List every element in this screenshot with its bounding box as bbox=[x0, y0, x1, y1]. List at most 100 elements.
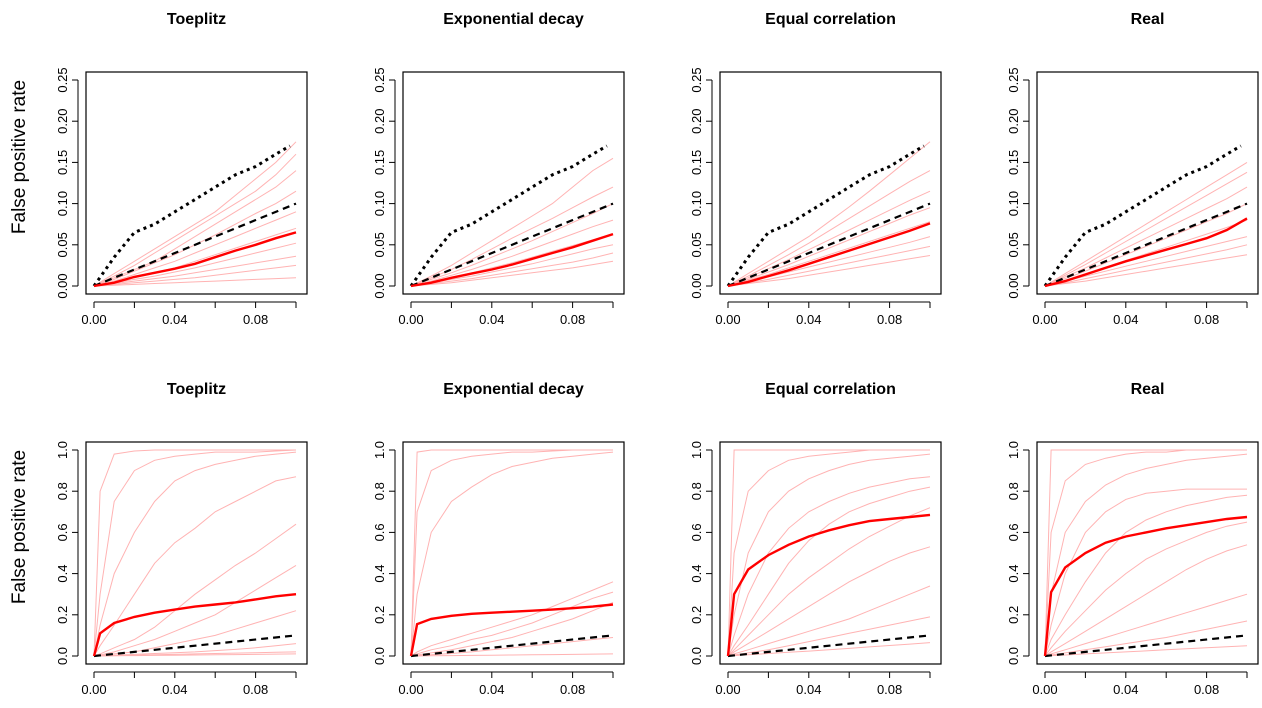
y-tick-label: 1.0 bbox=[372, 441, 387, 459]
panel-series bbox=[92, 449, 297, 658]
y-tick-label: 0.00 bbox=[372, 273, 387, 298]
y-tick-label: 0.8 bbox=[55, 482, 70, 500]
plot-frame bbox=[402, 441, 625, 665]
run-line-1 bbox=[93, 449, 296, 657]
panel-8: Real 0.00 0.04 0.08 0.0 0.2 0.4 0.6 0.8 1.0 bbox=[1006, 381, 1259, 697]
x-tick-label: 0.00 bbox=[715, 682, 740, 697]
mean-line bbox=[1044, 217, 1248, 288]
panel-series bbox=[726, 141, 931, 288]
y-tick-label: 0.15 bbox=[55, 150, 70, 175]
run-line-6 bbox=[1044, 521, 1248, 657]
upper-dotted-line bbox=[726, 144, 925, 287]
panel-series bbox=[1043, 449, 1248, 658]
run-line-1 bbox=[410, 449, 613, 657]
run-line-1 bbox=[93, 141, 297, 287]
y-tick-label: 0.8 bbox=[1006, 482, 1021, 500]
run-line-1 bbox=[727, 141, 931, 287]
x-tick-label: 0.08 bbox=[243, 682, 268, 697]
y-tick-label: 0.15 bbox=[689, 150, 704, 175]
y-tick-label: 0.05 bbox=[55, 232, 70, 257]
panel-series bbox=[409, 449, 614, 658]
y-tick-label: 0.20 bbox=[1006, 109, 1021, 134]
y-tick-label: 0.10 bbox=[1006, 191, 1021, 216]
run-line-8 bbox=[93, 255, 297, 287]
run-line-2 bbox=[727, 170, 931, 287]
x-tick-label: 0.04 bbox=[162, 312, 187, 327]
run-line-7 bbox=[1044, 544, 1248, 657]
run-line-5 bbox=[410, 591, 614, 657]
x-tick-label: 0.04 bbox=[479, 312, 504, 327]
mean-line bbox=[93, 231, 297, 288]
y-tick-label: 0.00 bbox=[55, 273, 70, 298]
reference-dashed-line bbox=[93, 202, 297, 288]
reference-dashed-line bbox=[1044, 634, 1248, 658]
y-tick-label: 0.25 bbox=[689, 67, 704, 92]
run-line-2 bbox=[1044, 171, 1248, 287]
run-line-8 bbox=[1044, 593, 1248, 657]
run-line-3 bbox=[1044, 453, 1248, 657]
run-line-5 bbox=[727, 221, 931, 287]
run-line-5 bbox=[727, 486, 931, 657]
run-line-10 bbox=[93, 277, 297, 287]
run-line-3 bbox=[727, 453, 931, 657]
run-line-7 bbox=[727, 546, 931, 657]
x-tick-label: 0.08 bbox=[1194, 682, 1219, 697]
y-tick-label: 0.05 bbox=[372, 232, 387, 257]
panel-title: Real bbox=[1131, 11, 1165, 28]
run-line-8 bbox=[727, 255, 931, 287]
y-tick-label: 0.0 bbox=[1006, 647, 1021, 665]
plot-frame bbox=[402, 71, 625, 295]
x-tick-label: 0.00 bbox=[715, 312, 740, 327]
y-tick-label: 0.10 bbox=[372, 191, 387, 216]
mean-line bbox=[727, 222, 931, 288]
y-tick-label: 0.05 bbox=[1006, 232, 1021, 257]
mean-line bbox=[409, 603, 614, 657]
x-tick-label: 0.04 bbox=[796, 312, 821, 327]
run-line-3 bbox=[93, 451, 297, 657]
panel-series bbox=[409, 144, 614, 288]
mean-line bbox=[92, 593, 297, 657]
run-line-2 bbox=[410, 449, 613, 657]
y-tick-label: 1.0 bbox=[1006, 441, 1021, 459]
x-tick-label: 0.00 bbox=[1032, 312, 1057, 327]
run-line-8 bbox=[727, 585, 931, 657]
y-tick-label: 0.4 bbox=[55, 565, 70, 583]
y-tick-label: 0.2 bbox=[372, 606, 387, 624]
panel-title: Real bbox=[1131, 381, 1165, 398]
x-tick-label: 0.00 bbox=[81, 682, 106, 697]
panel-title: Exponential decay bbox=[443, 381, 584, 398]
run-line-3 bbox=[1044, 186, 1248, 287]
y-tick-label: 0.20 bbox=[55, 109, 70, 134]
y-tick-label: 0.10 bbox=[689, 191, 704, 216]
panel-title: Toeplitz bbox=[167, 11, 226, 28]
panel-title: Equal correlation bbox=[765, 11, 896, 28]
y-tick-label: 0.2 bbox=[689, 606, 704, 624]
plot-frame bbox=[1036, 441, 1259, 665]
run-line-4 bbox=[1044, 488, 1247, 657]
y-tick-label: 0.20 bbox=[372, 109, 387, 134]
panel-title: Exponential decay bbox=[443, 11, 584, 28]
run-line-5 bbox=[93, 211, 297, 287]
y-tick-label: 0.25 bbox=[1006, 67, 1021, 92]
y-tick-label: 0.4 bbox=[689, 565, 704, 583]
run-line-10 bbox=[94, 653, 297, 657]
upper-dotted-line bbox=[92, 144, 291, 287]
y-tick-label: 0.00 bbox=[689, 273, 704, 298]
y-tick-label: 0.15 bbox=[372, 150, 387, 175]
run-line-2 bbox=[93, 153, 297, 287]
panel-7: Equal correlation 0.00 0.04 0.08 0.0 0.2 0.4 0.… bbox=[689, 381, 942, 697]
run-line-8 bbox=[1044, 254, 1248, 287]
run-line-1 bbox=[1044, 161, 1248, 287]
run-line-5 bbox=[1044, 494, 1248, 657]
y-tick-label: 1.0 bbox=[689, 441, 704, 459]
x-tick-label: 0.04 bbox=[1113, 312, 1138, 327]
run-line-6 bbox=[727, 507, 931, 657]
run-line-6 bbox=[93, 564, 297, 657]
x-tick-label: 0.08 bbox=[560, 312, 585, 327]
y-tick-label: 0.4 bbox=[1006, 565, 1021, 583]
x-tick-label: 0.04 bbox=[162, 682, 187, 697]
run-line-3 bbox=[410, 451, 614, 657]
upper-dotted-line bbox=[1043, 144, 1242, 287]
